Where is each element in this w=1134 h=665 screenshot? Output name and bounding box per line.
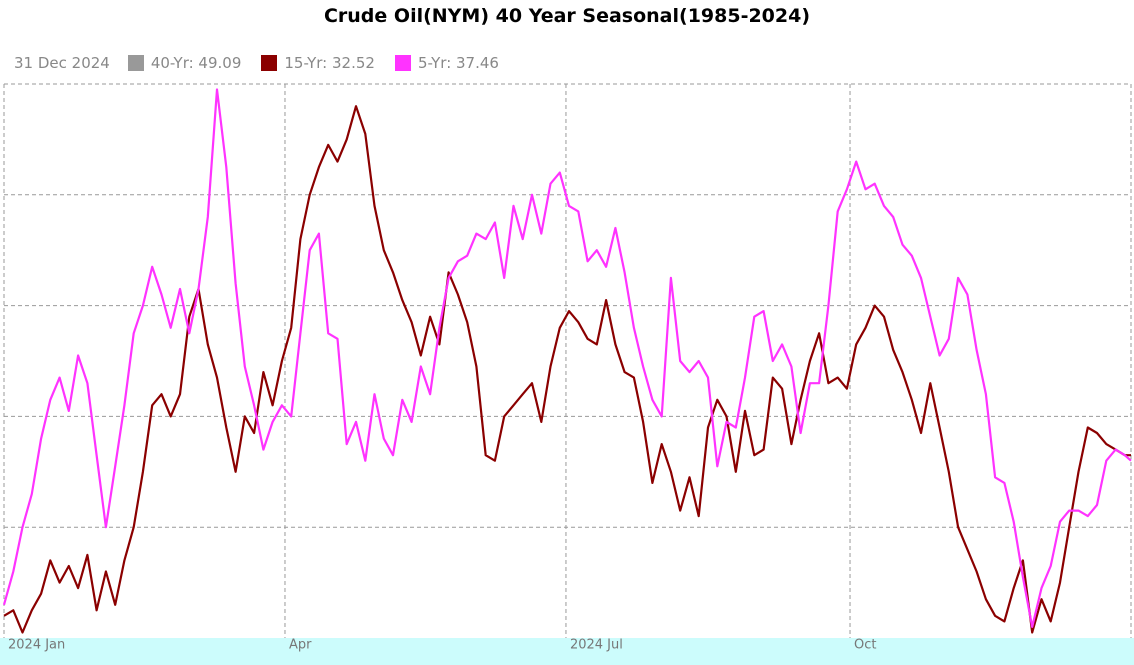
legend-item-5yr[interactable]: 5-Yr: 37.46 xyxy=(394,54,499,72)
legend-label-15yr: 15-Yr: 32.52 xyxy=(284,54,375,72)
legend: 31 Dec 2024 40-Yr: 49.09 15-Yr: 32.52 5-… xyxy=(14,53,519,73)
legend-label-40yr: 40-Yr: 49.09 xyxy=(150,54,242,72)
legend-label-5yr: 5-Yr: 37.46 xyxy=(417,54,499,72)
x-tick-label-1: Apr xyxy=(289,638,312,653)
legend-item-40yr[interactable]: 40-Yr: 49.09 xyxy=(127,54,242,72)
legend-swatch-40yr xyxy=(127,55,144,71)
x-tick-label-3: Oct xyxy=(854,638,876,653)
series-line-5yr xyxy=(2,88,1132,628)
legend-item-15yr[interactable]: 15-Yr: 32.52 xyxy=(261,54,375,72)
x-axis-band xyxy=(0,638,1134,665)
legend-swatch-5yr xyxy=(394,55,411,71)
chart-title: Crude Oil(NYM) 40 Year Seasonal(1985-202… xyxy=(323,5,811,27)
series-line-15yr xyxy=(3,105,1131,634)
x-tick-label-0: 2024 Jan xyxy=(8,638,65,653)
x-tick-label-2: 2024 Jul xyxy=(570,638,623,653)
legend-date: 31 Dec 2024 xyxy=(14,54,110,72)
legend-swatch-15yr xyxy=(261,55,278,71)
